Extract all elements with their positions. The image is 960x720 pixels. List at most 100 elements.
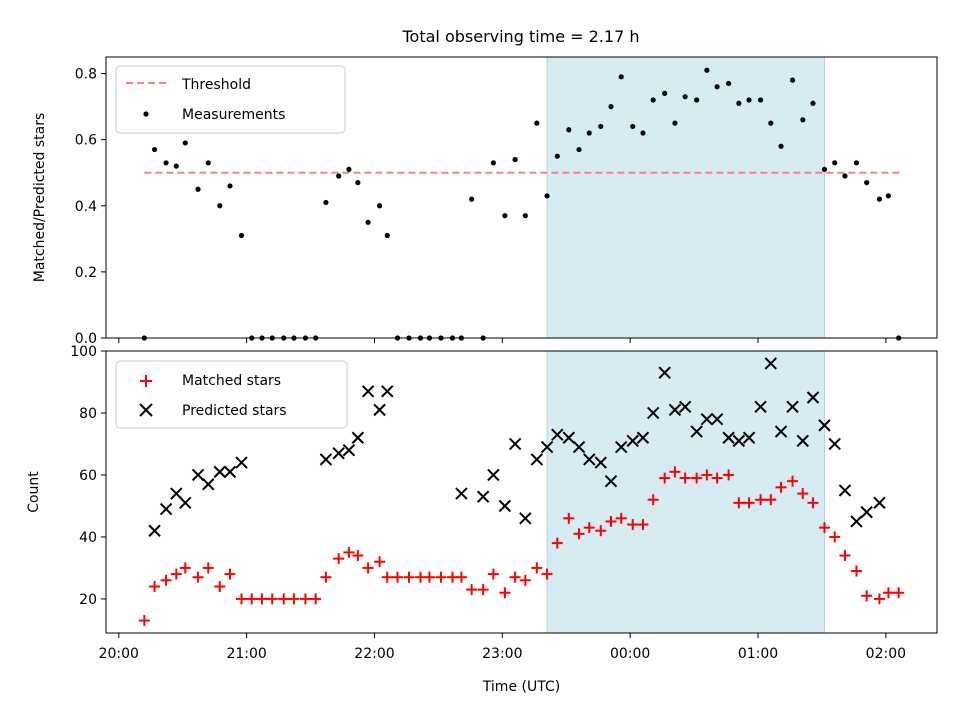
ratio-y-tick-label: 0.6 <box>75 133 97 149</box>
predicted-marker-b <box>700 412 714 426</box>
predicted-marker-b <box>873 496 886 510</box>
count-y-axis: 20 40 60 80 100 <box>70 344 106 608</box>
figure-title: Total observing time = 2.17 h <box>401 27 639 46</box>
ratio-y-axis-label: Matched/Predicted stars <box>32 113 48 283</box>
predicted-marker-b <box>796 434 809 448</box>
measurement-point <box>757 97 764 103</box>
predicted-marker-b <box>678 400 692 413</box>
predicted-marker-b <box>754 400 767 413</box>
x-axis-label: Time (UTC) <box>482 679 560 695</box>
measurement-point <box>195 186 201 192</box>
predicted-marker-b <box>594 456 607 469</box>
matched-star-point <box>615 512 627 524</box>
matched-star-point <box>743 497 755 509</box>
matched-star-point <box>487 568 499 580</box>
measurement-point <box>650 97 656 103</box>
observing-window-rect <box>546 56 825 339</box>
predicted-marker-b <box>179 496 192 510</box>
matched-star-point <box>691 472 703 484</box>
predicted-marker-b <box>668 403 682 417</box>
predicted-star-point <box>498 499 512 513</box>
predicted-marker-b <box>786 400 799 413</box>
predicted-star-point <box>455 487 468 500</box>
measurement-point <box>694 97 700 103</box>
predicted-legend-marker <box>139 403 153 417</box>
measurement-point <box>768 120 774 126</box>
predicted-star-point <box>235 456 248 469</box>
measurement-point <box>746 97 752 103</box>
measurement-point <box>736 100 742 106</box>
measurement-point <box>522 213 528 219</box>
predicted-star-point <box>213 465 226 479</box>
matched-star-point <box>170 568 182 580</box>
count-legend: Matched stars Predicted stars <box>115 360 348 429</box>
predicted-marker-b <box>530 453 544 466</box>
matched-star-point <box>343 546 355 558</box>
observing-window-rect <box>546 350 825 634</box>
predicted-marker-b <box>838 484 852 497</box>
predicted-star-point <box>540 440 554 454</box>
measurement-point <box>586 130 592 136</box>
ratio-y-axis: 0.0 0.2 0.4 0.6 0.8 <box>75 67 106 347</box>
ratio-panel: 0.00.20.40.60.8 Matched/Predicted stars … <box>32 56 938 347</box>
matched-star-point <box>637 519 649 531</box>
matched-star-point <box>563 512 575 524</box>
ratio-y-tick-label: 0.8 <box>75 67 97 83</box>
predicted-star-point <box>658 366 671 379</box>
measurement-point <box>821 166 828 172</box>
predicted-star-point <box>646 406 660 420</box>
predicted-marker-b <box>764 357 778 370</box>
matched-star-point <box>149 581 161 593</box>
matched-star-point <box>711 472 723 484</box>
matched-star-point <box>850 565 862 577</box>
predicted-star-point <box>381 385 394 398</box>
matched-star-point <box>873 593 885 605</box>
predicted-marker-b <box>636 431 650 444</box>
predicted-marker-b <box>381 385 394 398</box>
matched-star-point <box>797 488 809 500</box>
measurement-point <box>608 103 614 110</box>
predicted-star-point <box>873 496 886 510</box>
x-tick-label: 20:00 <box>99 646 139 662</box>
measurement-point <box>323 199 329 206</box>
ratio-y-tick-label: 0.4 <box>75 199 97 215</box>
measurement-point <box>800 117 806 123</box>
predicted-star-point <box>594 456 607 469</box>
predicted-marker-b <box>604 474 618 488</box>
ratio-plot-frame <box>105 56 938 339</box>
predicted-star-point <box>604 474 618 488</box>
matched-star-point <box>595 525 607 537</box>
predicted-marker-b <box>351 431 365 444</box>
matched-star-point <box>647 494 659 506</box>
predicted-star-point <box>690 425 703 438</box>
matched-star-point <box>659 472 671 484</box>
predicted-star-point <box>838 484 852 497</box>
predicted-marker-b <box>319 453 333 466</box>
matched-star-point <box>541 568 553 580</box>
predicted-stars-series <box>148 357 886 537</box>
predicted-marker-b <box>722 431 735 444</box>
predicted-marker-b <box>742 431 756 444</box>
measurement-point <box>490 160 496 166</box>
measurement-point <box>346 166 352 172</box>
predicted-marker-b <box>860 505 873 519</box>
count-y-axis-label: Count <box>26 471 42 513</box>
predicted-star-point <box>796 434 809 448</box>
matched-star-point <box>627 519 639 531</box>
matched-star-point <box>288 593 300 605</box>
measurement-point <box>355 180 361 186</box>
measurement-point <box>502 213 508 219</box>
predicted-marker-b <box>626 434 639 448</box>
predicted-marker-b <box>551 428 564 441</box>
predicted-star-point <box>626 434 639 448</box>
predicted-marker-b <box>476 490 490 503</box>
predicted-marker-b <box>710 412 724 426</box>
matched-legend-label: Matched stars <box>182 373 281 389</box>
matched-star-point <box>733 497 745 509</box>
predicted-star-point <box>508 437 522 451</box>
predicted-star-point <box>361 385 375 398</box>
matched-star-point <box>310 593 322 605</box>
matched-star-point <box>381 571 393 583</box>
predicted-marker-b <box>498 499 512 513</box>
